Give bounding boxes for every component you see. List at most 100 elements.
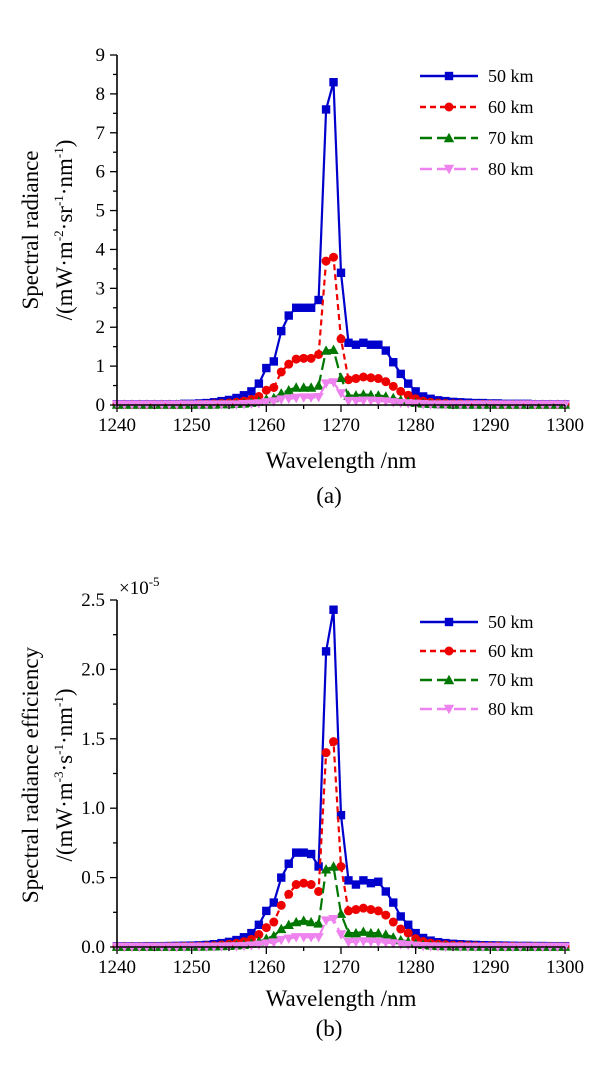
- data-point: [358, 926, 369, 936]
- data-point: [298, 933, 309, 943]
- data-point: [262, 906, 271, 916]
- x-tick-label: 1250: [173, 415, 211, 436]
- x-tick-label: 1280: [397, 957, 435, 978]
- data-point: [380, 938, 391, 948]
- data-point: [254, 930, 264, 940]
- data-point: [380, 397, 391, 407]
- data-point: [351, 340, 361, 349]
- data-point: [328, 378, 339, 388]
- y-tick-label: 7: [96, 123, 106, 144]
- data-point: [335, 389, 347, 399]
- legend-label: 80 km: [488, 699, 534, 719]
- data-point: [396, 386, 406, 396]
- legend-label: 50 km: [488, 612, 534, 632]
- x-axis-label: Wavelength /nm: [266, 448, 417, 473]
- data-point: [284, 859, 293, 868]
- data-point: [351, 880, 361, 889]
- legend: 50 km 60 km 70 km 80 km: [420, 612, 534, 719]
- legend-marker: [443, 132, 455, 143]
- legend-marker: [444, 71, 454, 81]
- data-point: [239, 391, 249, 400]
- data-point: [396, 924, 406, 934]
- y-tick-label: 2: [96, 317, 106, 338]
- y-tick-label: 1: [96, 356, 106, 377]
- data-point: [268, 397, 279, 407]
- data-point: [291, 880, 301, 890]
- x-axis-label: Wavelength /nm: [266, 986, 417, 1011]
- data-point: [269, 357, 278, 366]
- figure-caption: (b): [316, 1016, 343, 1041]
- data-point: [291, 393, 302, 404]
- data-point: [320, 345, 332, 355]
- y-tick-label: 0: [96, 395, 106, 416]
- data-point: [253, 940, 265, 950]
- y-axis-label: Spectral radiance: [18, 151, 43, 310]
- legend-label: 60 km: [488, 641, 534, 661]
- data-point: [292, 848, 301, 857]
- data-point: [299, 878, 309, 888]
- data-point: [254, 920, 264, 929]
- data-point: [374, 877, 383, 886]
- y-tick-label: 4: [96, 239, 106, 260]
- data-point: [344, 338, 353, 347]
- data-point: [253, 399, 265, 409]
- data-point: [283, 394, 294, 404]
- data-point: [314, 862, 323, 871]
- data-point: [306, 880, 316, 890]
- legend-item: 70 km: [420, 670, 534, 690]
- data-point: [276, 395, 287, 405]
- legend-label: 50 km: [488, 66, 534, 86]
- x-tick-label: 1290: [471, 415, 509, 436]
- data-point: [381, 346, 390, 355]
- data-point: [373, 906, 383, 916]
- data-point: [374, 340, 383, 349]
- data-point: [359, 876, 368, 885]
- data-point: [373, 396, 384, 407]
- y-tick-label: 8: [96, 84, 106, 105]
- y-tick-label: 6: [96, 162, 106, 183]
- data-point: [343, 375, 353, 385]
- data-point: [365, 937, 377, 947]
- data-point: [261, 398, 272, 408]
- legend-label: 80 km: [488, 159, 534, 179]
- data-point: [283, 934, 294, 944]
- data-point: [366, 905, 376, 915]
- data-point: [328, 915, 339, 925]
- data-point: [388, 932, 399, 942]
- data-point: [403, 940, 414, 951]
- data-point: [291, 933, 302, 943]
- data-point: [396, 369, 405, 379]
- legend-marker: [443, 704, 455, 715]
- data-point: [306, 303, 316, 312]
- data-point: [299, 848, 308, 857]
- data-point: [350, 937, 362, 948]
- data-point: [306, 849, 316, 859]
- legend-item: 60 km: [420, 641, 534, 661]
- data-point: [366, 373, 376, 383]
- y-tick-label: 0.5: [81, 868, 105, 889]
- data-point: [305, 933, 317, 943]
- data-point: [269, 383, 279, 392]
- data-point: [411, 387, 420, 396]
- data-point: [336, 861, 346, 871]
- y-tick-label: 9: [96, 45, 106, 66]
- data-point: [313, 918, 324, 928]
- legend-item: 50 km: [420, 66, 534, 86]
- legend-marker: [444, 646, 454, 656]
- legend-item: 70 km: [420, 128, 534, 148]
- data-point: [358, 396, 369, 406]
- y-exponent-label: ×10-5: [119, 574, 160, 599]
- data-point: [313, 380, 324, 390]
- y-tick-label: 1.0: [81, 798, 105, 819]
- x-tick-label: 1280: [397, 415, 435, 436]
- data-point: [403, 390, 413, 400]
- data-point: [336, 810, 346, 820]
- y-axis-unit-label: /(mW·m-2·sr-1·nm-1): [51, 140, 77, 321]
- data-point: [396, 912, 405, 921]
- data-point: [380, 929, 391, 939]
- data-point: [320, 864, 332, 874]
- data-point: [335, 930, 347, 940]
- data-point: [268, 938, 279, 948]
- data-point: [299, 303, 308, 312]
- data-point: [358, 389, 369, 399]
